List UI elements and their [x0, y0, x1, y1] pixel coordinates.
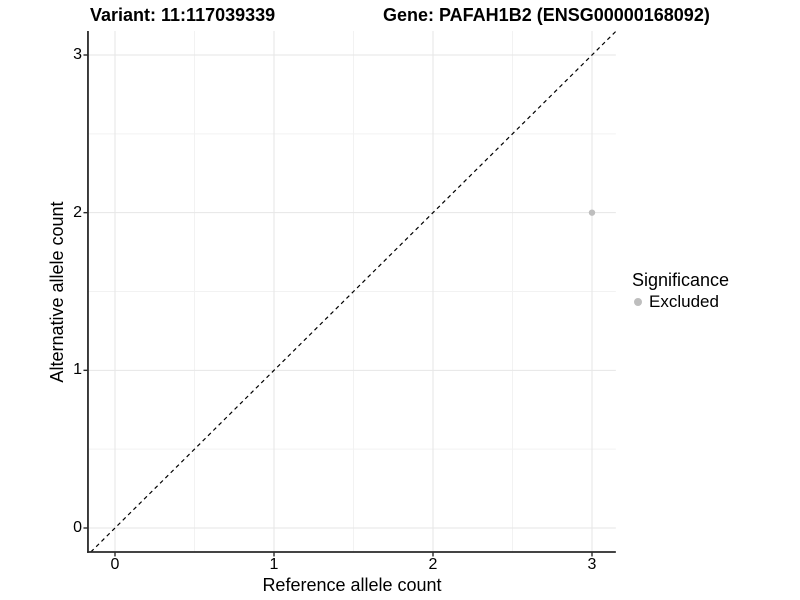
x-tick-label: 1	[269, 556, 279, 573]
y-tick-label: 2	[73, 203, 82, 221]
minor-gridlines	[87, 31, 616, 552]
x-tick-label: 0	[110, 556, 120, 573]
identity-reference-line	[90, 30, 617, 553]
major-gridlines	[87, 31, 616, 552]
legend-item-excluded: Excluded	[632, 292, 729, 312]
series-excluded	[588, 209, 596, 216]
y-tick-label: 0	[73, 519, 82, 536]
variant-title: Variant: 11:117039339	[90, 5, 276, 25]
y-axis-title: Alternative allele count	[47, 201, 67, 383]
legend-item-label: Excluded	[649, 292, 719, 311]
x-tick-label: 2	[428, 556, 438, 573]
data-point	[588, 209, 596, 216]
tick-marks	[83, 54, 593, 557]
axis-lines	[87, 31, 616, 553]
legend-title: Significance	[632, 270, 730, 290]
legend: Significance Excluded	[632, 269, 729, 312]
gene-title: Gene: PAFAH1B2 (ENSG00000168092)	[383, 5, 710, 25]
x-tick-label: 3	[587, 556, 597, 573]
y-tick-label: 1	[73, 361, 82, 379]
y-tick-label: 3	[73, 45, 82, 63]
excluded-point-icon	[634, 298, 642, 306]
x-axis-title: Reference allele count	[262, 575, 442, 595]
